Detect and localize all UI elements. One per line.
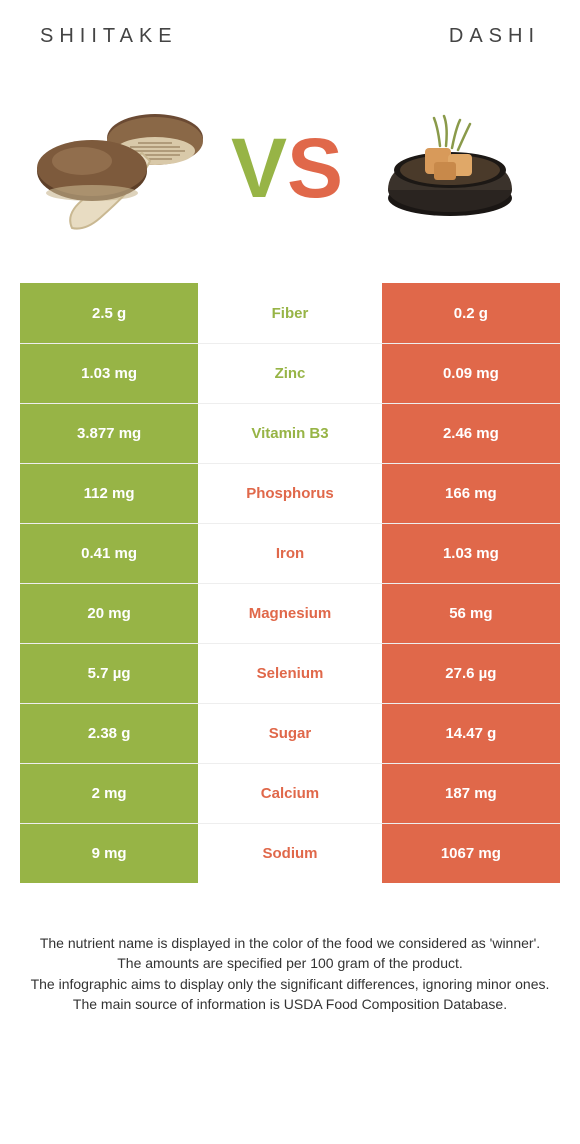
right-value: 1.03 mg [382,524,560,583]
footer-line-4: The main source of information is USDA F… [26,994,554,1014]
hero-row: V S [20,78,560,283]
footer-line-1: The nutrient name is displayed in the co… [26,933,554,953]
left-value: 5.7 µg [20,644,198,703]
right-value: 27.6 µg [382,644,560,703]
table-row: 112 mgPhosphorus166 mg [20,463,560,523]
nutrient-name: Magnesium [198,584,382,643]
right-value: 56 mg [382,584,560,643]
right-value: 1067 mg [382,824,560,883]
footer-line-3: The infographic aims to display only the… [26,974,554,994]
titles-row: SHIITAKE DASHI [20,25,560,48]
table-row: 2.38 gSugar14.47 g [20,703,560,763]
right-value: 187 mg [382,764,560,823]
footer-text: The nutrient name is displayed in the co… [20,933,560,1014]
title-right: DASHI [449,25,540,48]
nutrient-name: Phosphorus [198,464,382,523]
nutrient-name: Zinc [198,344,382,403]
left-value: 20 mg [20,584,198,643]
left-value: 9 mg [20,824,198,883]
vs-label: V S [231,120,339,217]
vs-v: V [231,120,283,217]
table-row: 1.03 mgZinc0.09 mg [20,343,560,403]
nutrient-name: Sodium [198,824,382,883]
nutrient-name: Iron [198,524,382,583]
nutrient-name: Sugar [198,704,382,763]
table-row: 2.5 gFiber0.2 g [20,283,560,343]
left-value: 0.41 mg [20,524,198,583]
comparison-table: 2.5 gFiber0.2 g1.03 mgZinc0.09 mg3.877 m… [20,283,560,883]
table-row: 20 mgMagnesium56 mg [20,583,560,643]
table-row: 9 mgSodium1067 mg [20,823,560,883]
right-value: 0.2 g [382,283,560,343]
left-value: 2.5 g [20,283,198,343]
shiitake-image [30,88,210,248]
table-row: 3.877 mgVitamin B32.46 mg [20,403,560,463]
left-value: 3.877 mg [20,404,198,463]
left-value: 1.03 mg [20,344,198,403]
table-row: 0.41 mgIron1.03 mg [20,523,560,583]
right-value: 0.09 mg [382,344,560,403]
left-value: 2.38 g [20,704,198,763]
table-row: 5.7 µgSelenium27.6 µg [20,643,560,703]
nutrient-name: Vitamin B3 [198,404,382,463]
nutrient-name: Selenium [198,644,382,703]
left-value: 112 mg [20,464,198,523]
right-value: 166 mg [382,464,560,523]
footer-line-2: The amounts are specified per 100 gram o… [26,953,554,973]
right-value: 2.46 mg [382,404,560,463]
nutrient-name: Calcium [198,764,382,823]
left-value: 2 mg [20,764,198,823]
title-left: SHIITAKE [40,25,178,48]
table-row: 2 mgCalcium187 mg [20,763,560,823]
dashi-image [360,88,540,248]
nutrient-name: Fiber [198,283,382,343]
right-value: 14.47 g [382,704,560,763]
vs-s: S [287,120,339,217]
